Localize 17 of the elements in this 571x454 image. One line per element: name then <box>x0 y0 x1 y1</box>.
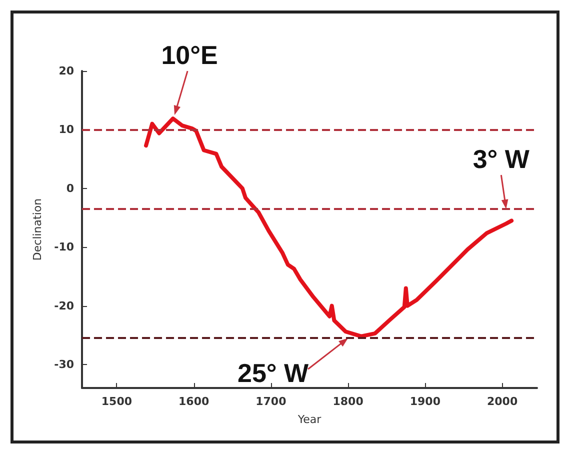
y-tick-label: -20 <box>54 299 74 312</box>
x-axis-title: Year <box>296 413 322 426</box>
x-tick-label: 2000 <box>486 395 518 408</box>
x-tick-label: 1600 <box>178 395 210 408</box>
y-axis-title: Declination <box>31 198 44 261</box>
x-tick-label: 1700 <box>256 395 287 408</box>
annotation: 25° W <box>238 358 310 388</box>
y-tick-label: 0 <box>66 182 74 195</box>
y-tick-label: -30 <box>54 358 74 372</box>
annotation: 3° W <box>472 144 530 174</box>
x-tick-label: 1800 <box>332 395 364 408</box>
y-tick-label: 10 <box>58 123 74 136</box>
y-tick-label: -10 <box>54 240 74 254</box>
x-tick-label: 1900 <box>410 395 441 408</box>
x-tick-label: 1500 <box>101 395 132 408</box>
y-tick-label: 20 <box>58 64 74 78</box>
annotation: 10°E <box>161 40 218 70</box>
